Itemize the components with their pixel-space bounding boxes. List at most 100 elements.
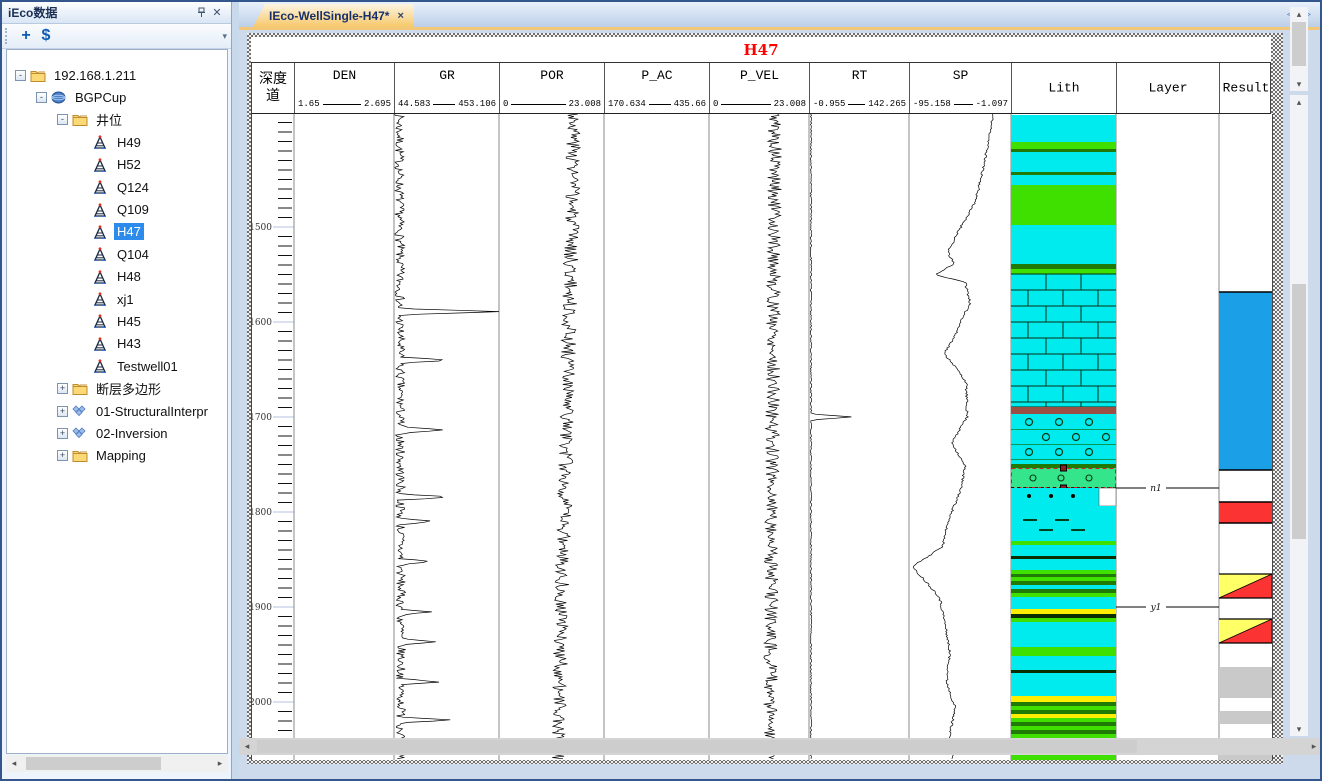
sidebar-scroll-thumb[interactable] (26, 757, 161, 770)
svg-text:2000: 2000 (252, 698, 272, 708)
track-header-Layer[interactable]: Layer (1116, 63, 1219, 113)
svg-text:1900: 1900 (252, 603, 272, 613)
mesh-icon (72, 404, 89, 419)
expand-icon[interactable]: + (57, 383, 68, 394)
tree-item-H43[interactable]: H43 (7, 333, 227, 355)
header-vertical-scrollbar[interactable]: ▴ ▾ (1290, 7, 1308, 91)
track-header-RT[interactable]: RT-0.955142.265 (809, 63, 909, 113)
well-icon (93, 157, 110, 172)
svg-text:y1: y1 (1150, 603, 1162, 613)
refresh-button[interactable]: $ (36, 26, 56, 46)
svg-text:n1: n1 (1150, 484, 1162, 494)
main-scroll-thumb[interactable] (1292, 284, 1306, 539)
scroll-down-icon[interactable]: ▾ (1290, 722, 1308, 736)
scroll-right-icon[interactable]: ▸ (1306, 741, 1322, 752)
tree-item-label: Mapping (93, 447, 149, 464)
track-header-P_VEL[interactable]: P_VEL023.008 (709, 63, 809, 113)
tree-item-label: H47 (114, 223, 144, 240)
tab-label: IEco-WellSingle-H47* (269, 9, 389, 23)
tree-item-Q104[interactable]: Q104 (7, 243, 227, 265)
horizontal-scrollbar[interactable]: ◂ ▸ (239, 738, 1322, 755)
tree-item-label: xj1 (114, 291, 137, 308)
tree-item-BGPCup[interactable]: - BGPCup (7, 86, 227, 108)
tree-item-label: 01-StructuralInterpr (93, 403, 211, 420)
track-header-Lith[interactable]: Lith (1011, 63, 1116, 113)
tree-item-label: Q104 (114, 246, 152, 263)
svg-text:1500: 1500 (252, 223, 272, 233)
svg-text:1800: 1800 (252, 508, 272, 518)
tree-item-label: 192.168.1.211 (51, 67, 139, 84)
well-title: H47 (251, 37, 1271, 62)
well-icon (93, 202, 110, 217)
log-plot-svg: 150016001700180019002000n1y1 (252, 114, 1272, 760)
scroll-up-icon[interactable]: ▴ (1290, 7, 1308, 21)
sidebar-scroll-track[interactable] (22, 755, 212, 772)
tree-item-label: H49 (114, 134, 144, 151)
scroll-down-icon[interactable]: ▾ (1290, 77, 1308, 91)
tree-item-Mapping[interactable]: + Mapping (7, 445, 227, 467)
collapse-icon[interactable]: - (15, 70, 26, 81)
tree-item-label: H45 (114, 313, 144, 330)
data-tree: -192.168.1.211-BGPCup-井位H49H52Q124Q109H4… (6, 49, 228, 754)
expand-icon[interactable]: + (57, 428, 68, 439)
collapse-icon[interactable]: - (36, 92, 47, 103)
tree-item-label: H43 (114, 335, 144, 352)
sidebar-titlebar: iEco数据 ✕ (2, 2, 231, 24)
tree-item-H45[interactable]: H45 (7, 310, 227, 332)
tree-item-H48[interactable]: H48 (7, 266, 227, 288)
tree-item-02-Inversion[interactable]: +02-Inversion (7, 422, 227, 444)
panel-splitter[interactable] (232, 2, 239, 779)
well-icon (93, 336, 110, 351)
tree-item-label: BGPCup (72, 89, 129, 106)
tree-item-192.168.1.211[interactable]: - 192.168.1.211 (7, 64, 227, 86)
toolbar-grip-icon (5, 28, 11, 44)
pin-icon[interactable] (193, 5, 209, 21)
tree-item-H52[interactable]: H52 (7, 154, 227, 176)
tab-bar: IEco-WellSingle-H47* × ◁ ▷ (239, 2, 1322, 30)
sidebar-toolbar: + $ ▾ (2, 24, 231, 49)
sidebar-horizontal-scrollbar[interactable]: ◂ ▸ (6, 755, 228, 772)
tree-item-Testwell01[interactable]: Testwell01 (7, 355, 227, 377)
tree-item-label: 断层多边形 (93, 378, 164, 399)
log-body: 150016001700180019002000n1y1 (251, 114, 1273, 760)
scroll-up-icon[interactable]: ▴ (1290, 95, 1308, 109)
vertical-scrollbar[interactable]: ▴ ▾ (1290, 95, 1308, 736)
scroll-right-icon[interactable]: ▸ (212, 758, 228, 769)
tree-item-label: 02-Inversion (93, 425, 171, 442)
scroll-left-icon[interactable]: ◂ (6, 758, 22, 769)
well-icon (93, 359, 110, 374)
tree-item-Q124[interactable]: Q124 (7, 176, 227, 198)
track-header-P_AC[interactable]: P_AC170.634435.66 (604, 63, 709, 113)
doc-scroll-thumb[interactable] (257, 740, 1137, 753)
folder-icon (72, 381, 89, 396)
header-scroll-thumb[interactable] (1292, 22, 1306, 66)
log-header-row: 深度道DEN1.652.695GR44.583453.106POR023.008… (251, 62, 1271, 114)
folder-icon (30, 68, 47, 83)
tree-item-H49[interactable]: H49 (7, 131, 227, 153)
track-header-SP[interactable]: SP-95.158-1.097 (909, 63, 1011, 113)
scroll-left-icon[interactable]: ◂ (239, 741, 255, 752)
tree-item-H47[interactable]: H47 (7, 221, 227, 243)
tree-item-Q109[interactable]: Q109 (7, 198, 227, 220)
collapse-icon[interactable]: - (57, 114, 68, 125)
tree-item-xj1[interactable]: xj1 (7, 288, 227, 310)
document-area: IEco-WellSingle-H47* × ◁ ▷ H47 深度道DEN1.6… (239, 2, 1322, 779)
track-header-Result[interactable]: Result (1219, 63, 1272, 113)
tree-item-label: Q124 (114, 179, 152, 196)
track-header-POR[interactable]: POR023.008 (499, 63, 604, 113)
expand-icon[interactable]: + (57, 450, 68, 461)
tab-well-single-h47[interactable]: IEco-WellSingle-H47* × (253, 4, 414, 27)
toolbar-overflow-button[interactable]: ▾ (222, 31, 227, 42)
track-header-GR[interactable]: GR44.583453.106 (394, 63, 499, 113)
track-header-深度[interactable]: 深度道 (252, 63, 294, 113)
expand-icon[interactable]: + (57, 406, 68, 417)
tab-close-icon[interactable]: × (397, 10, 403, 22)
tree-item-断层多边形[interactable]: + 断层多边形 (7, 377, 227, 399)
sidebar-close-icon[interactable]: ✕ (209, 5, 225, 21)
track-header-DEN[interactable]: DEN1.652.695 (294, 63, 394, 113)
tree-item-井位[interactable]: -井位 (7, 109, 227, 131)
globe-icon (51, 90, 68, 105)
well-icon (93, 292, 110, 307)
tree-item-01-StructuralInterpr[interactable]: +01-StructuralInterpr (7, 400, 227, 422)
add-button[interactable]: + (16, 26, 36, 46)
